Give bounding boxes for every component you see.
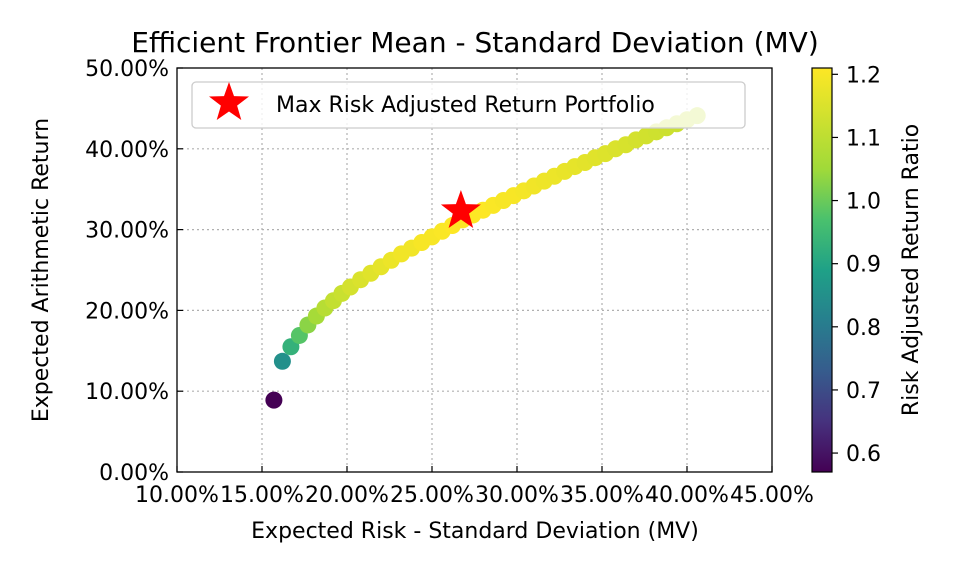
y-tick-label: 20.00% <box>85 299 169 324</box>
plot-area-frame <box>176 67 773 473</box>
colorbar-tick-label: 0.6 <box>846 442 881 467</box>
x-axis-ticks: 10.00% 15.00% 20.00% 25.00% 30.00% 35.00% 40.0… <box>135 466 814 508</box>
legend-star-marker <box>209 82 249 120</box>
scatter-point <box>265 391 283 409</box>
colorbar-label: Risk Adjusted Return Ratio <box>899 124 924 416</box>
x-tick-label: 40.00% <box>645 483 729 508</box>
colorbar-tick-label: 0.7 <box>846 379 881 404</box>
colorbar <box>811 67 833 473</box>
max-risk-adjusted-star <box>440 190 481 228</box>
x-tick-label: 35.00% <box>560 483 644 508</box>
colorbar-tick-label: 1.2 <box>846 63 881 88</box>
legend-box <box>191 81 746 129</box>
y-axis-label: Expected Arithmetic Return <box>29 118 54 422</box>
colorbar-tick-label: 0.8 <box>846 316 881 341</box>
x-tick-label: 15.00% <box>220 483 304 508</box>
colorbar-tick-label: 1.0 <box>846 190 881 215</box>
x-tick-label: 10.00% <box>135 483 219 508</box>
y-tick-label: 50.00% <box>85 57 169 82</box>
x-tick-label: 30.00% <box>475 483 559 508</box>
colorbar-tick-label: 1.1 <box>846 126 881 151</box>
y-tick-label: 30.00% <box>85 219 169 244</box>
highlight-layer <box>440 190 481 228</box>
x-tick-label: 25.00% <box>390 483 474 508</box>
grid-lines <box>177 68 772 472</box>
chart-title: Efficient Frontier Mean - Standard Devia… <box>131 26 819 59</box>
x-tick-label: 45.00% <box>730 483 814 508</box>
x-axis-label: Expected Risk - Standard Deviation (MV) <box>251 519 699 544</box>
scatter-point <box>273 352 291 370</box>
y-tick-label: 0.00% <box>99 461 169 486</box>
x-tick-label: 20.00% <box>305 483 389 508</box>
legend: Max Risk Adjusted Return Portfolio <box>191 81 746 129</box>
y-axis-ticks: 0.00% 10.00% 20.00% 30.00% 40.00% 50.00% <box>85 57 183 486</box>
colorbar-ticks: 0.6 0.7 0.8 0.9 1.0 1.1 1.2 <box>832 63 881 467</box>
scatter-points <box>265 107 706 409</box>
y-tick-label: 40.00% <box>85 138 169 163</box>
y-tick-label: 10.00% <box>85 380 169 405</box>
colorbar-tick-label: 0.9 <box>846 253 881 278</box>
legend-label: Max Risk Adjusted Return Portfolio <box>276 93 655 118</box>
